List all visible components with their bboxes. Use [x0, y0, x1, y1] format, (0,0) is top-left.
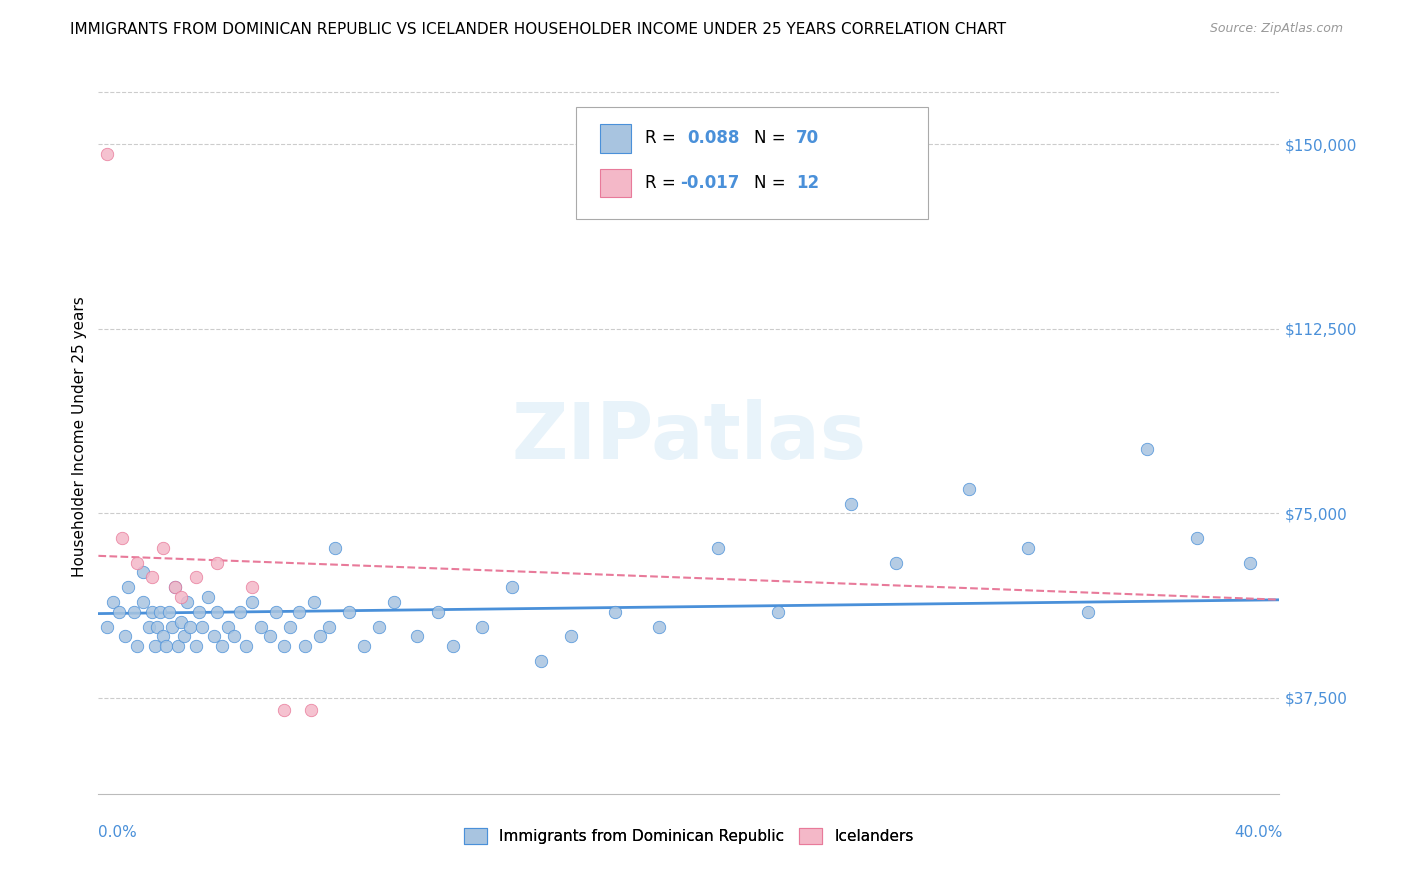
Point: [959, 482, 981, 496]
Text: 12: 12: [796, 174, 818, 192]
Point: [96, 147, 118, 161]
Point: [1185, 531, 1208, 545]
Point: [280, 619, 302, 633]
Point: [264, 605, 287, 619]
Point: [141, 570, 163, 584]
Point: [1018, 541, 1040, 555]
Point: [176, 595, 198, 609]
Point: [368, 619, 391, 633]
Point: [309, 629, 332, 643]
Point: [323, 541, 346, 555]
Legend: Immigrants from Dominican Republic, Icelanders: Immigrants from Dominican Republic, Icel…: [458, 822, 920, 850]
Point: [187, 605, 209, 619]
Point: [179, 619, 201, 633]
Point: [165, 580, 187, 594]
Point: [157, 605, 180, 619]
Point: [884, 556, 907, 570]
Point: [162, 619, 183, 633]
Text: Source: ZipAtlas.com: Source: ZipAtlas.com: [1209, 22, 1343, 36]
Text: ZIPatlas: ZIPatlas: [512, 399, 866, 475]
Point: [530, 654, 553, 668]
Point: [205, 605, 228, 619]
Point: [152, 541, 174, 555]
Point: [149, 605, 172, 619]
Point: [441, 639, 464, 653]
Point: [353, 639, 375, 653]
Text: R =: R =: [645, 129, 682, 147]
Point: [382, 595, 405, 609]
Point: [143, 639, 166, 653]
Point: [103, 595, 125, 609]
Point: [184, 639, 207, 653]
Point: [197, 590, 219, 604]
Point: [501, 580, 523, 594]
Point: [217, 619, 239, 633]
Point: [114, 629, 136, 643]
Point: [427, 605, 450, 619]
Point: [339, 605, 361, 619]
Point: [841, 496, 863, 510]
Text: IMMIGRANTS FROM DOMINICAN REPUBLIC VS ICELANDER HOUSEHOLDER INCOME UNDER 25 YEAR: IMMIGRANTS FROM DOMINICAN REPUBLIC VS IC…: [70, 22, 1007, 37]
Text: 0.088: 0.088: [688, 129, 740, 147]
Text: N =: N =: [754, 174, 790, 192]
Point: [273, 639, 295, 653]
Point: [96, 619, 118, 633]
Point: [211, 639, 233, 653]
Text: N =: N =: [754, 129, 790, 147]
Y-axis label: Householder Income Under 25 years: Householder Income Under 25 years: [72, 297, 87, 577]
Point: [111, 531, 134, 545]
Point: [117, 580, 139, 594]
Point: [1136, 442, 1159, 457]
Point: [141, 605, 163, 619]
Point: [205, 556, 228, 570]
Point: [259, 629, 281, 643]
Point: [155, 639, 177, 653]
Point: [1077, 605, 1099, 619]
Point: [132, 595, 155, 609]
Point: [302, 595, 325, 609]
Point: [125, 556, 148, 570]
Point: [170, 615, 193, 629]
Point: [766, 605, 789, 619]
Point: [170, 590, 193, 604]
Point: [108, 605, 131, 619]
Point: [406, 629, 429, 643]
Text: 40.0%: 40.0%: [1234, 825, 1282, 840]
Point: [240, 580, 263, 594]
Point: [138, 619, 160, 633]
Point: [273, 703, 295, 717]
Point: [1239, 556, 1261, 570]
Point: [165, 580, 187, 594]
Point: [288, 605, 311, 619]
Text: 70: 70: [796, 129, 818, 147]
Point: [167, 639, 190, 653]
Point: [318, 619, 340, 633]
Point: [184, 570, 207, 584]
Point: [471, 619, 494, 633]
Point: [707, 541, 730, 555]
Text: R =: R =: [645, 174, 682, 192]
Point: [294, 639, 316, 653]
Text: -0.017: -0.017: [681, 174, 740, 192]
Point: [560, 629, 582, 643]
Point: [173, 629, 195, 643]
Point: [299, 703, 322, 717]
Point: [191, 619, 214, 633]
Point: [146, 619, 169, 633]
Point: [240, 595, 263, 609]
Point: [224, 629, 246, 643]
Point: [132, 566, 155, 580]
Text: 0.0%: 0.0%: [98, 825, 138, 840]
Point: [122, 605, 145, 619]
Point: [229, 605, 252, 619]
Point: [235, 639, 257, 653]
Point: [250, 619, 273, 633]
Point: [202, 629, 225, 643]
Point: [125, 639, 148, 653]
Point: [605, 605, 627, 619]
Point: [152, 629, 174, 643]
Point: [648, 619, 671, 633]
